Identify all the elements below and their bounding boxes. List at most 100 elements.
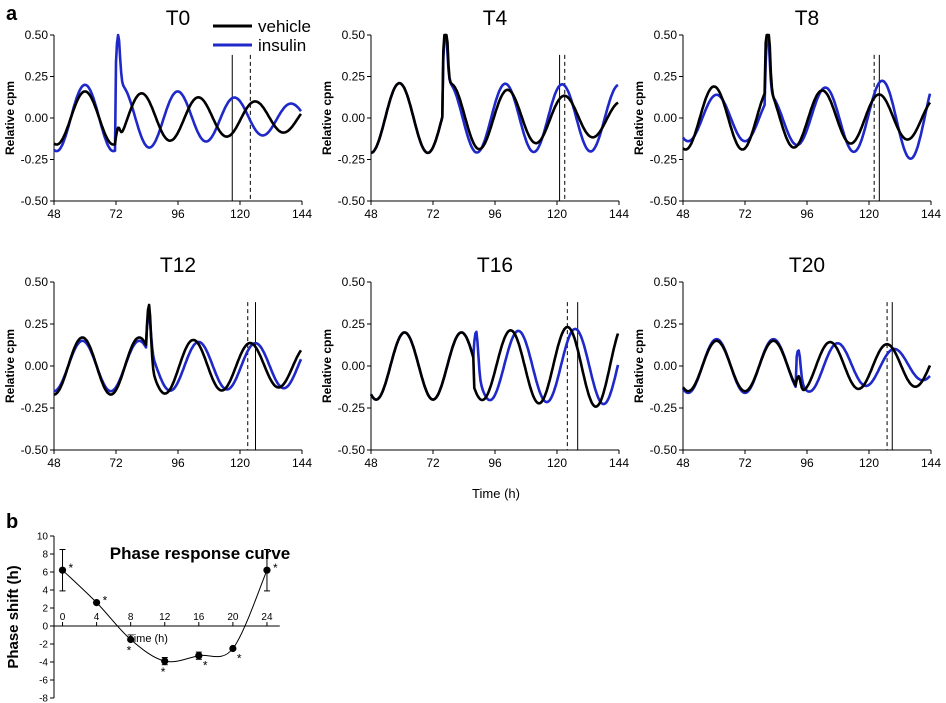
- x-tick-label: 4: [94, 612, 100, 623]
- y-tick-label: 0.00: [654, 359, 678, 373]
- chart-title: T8: [795, 7, 820, 30]
- significance-marker: *: [69, 561, 74, 575]
- x-tick-label: 72: [426, 207, 440, 221]
- y-tick-label: 10: [37, 532, 49, 543]
- x-tick-label: 12: [159, 612, 171, 623]
- x-tick-label: 144: [609, 207, 629, 221]
- chart-title: T4: [483, 7, 508, 30]
- y-axis-label: Relative cpm: [320, 81, 334, 155]
- data-point: [161, 657, 169, 665]
- data-point: [127, 635, 135, 644]
- x-tick-label: 96: [488, 456, 502, 470]
- x-tick-label: 120: [859, 207, 879, 221]
- y-tick-label: -0.25: [338, 401, 366, 415]
- series-line-vehicle: [53, 303, 303, 396]
- panel-label-a: a: [6, 3, 18, 25]
- y-axis-label: Relative cpm: [3, 329, 17, 403]
- chart-title: T12: [160, 254, 196, 277]
- y-tick-label: -0.50: [21, 194, 49, 208]
- shared-x-axis-label: Time (h): [472, 486, 520, 501]
- x-tick-label: 144: [609, 456, 629, 470]
- legend: vehicle insulin: [213, 17, 311, 55]
- x-tick-label: 72: [738, 456, 752, 470]
- series-line-vehicle: [370, 33, 619, 155]
- x-tick-label: 0: [60, 612, 66, 623]
- x-tick-label: 48: [47, 456, 61, 470]
- x-tick-label: 48: [47, 207, 61, 221]
- chart-title: T16: [477, 254, 513, 277]
- y-tick-label: 0.25: [654, 70, 678, 84]
- data-point: [263, 566, 271, 574]
- panel-label-b: b: [6, 511, 18, 533]
- y-tick-label: 0.00: [342, 111, 366, 125]
- y-tick-label: 8: [42, 550, 48, 561]
- x-tick-label: 72: [109, 456, 123, 470]
- chart-title: T20: [789, 254, 825, 277]
- y-axis-label: Phase shift (h): [5, 565, 22, 668]
- y-tick-label: 0.50: [25, 275, 49, 289]
- x-tick-label: 48: [676, 207, 690, 221]
- x-tick-label: 120: [859, 456, 879, 470]
- x-tick-label: 120: [547, 456, 567, 470]
- y-tick-label: -4: [39, 658, 48, 669]
- x-tick-label: 24: [261, 612, 273, 623]
- y-tick-label: -0.25: [21, 401, 49, 415]
- y-tick-label: 0.25: [342, 317, 366, 331]
- legend-insulin-label: insulin: [258, 36, 306, 55]
- y-tick-label: 0.50: [342, 275, 366, 289]
- y-tick-label: -0.25: [338, 153, 366, 167]
- x-tick-label: 72: [738, 207, 752, 221]
- series-line-vehicle: [53, 90, 303, 146]
- x-tick-label: 48: [676, 456, 690, 470]
- x-tick-label: 144: [292, 207, 312, 221]
- y-tick-label: -0.50: [338, 194, 366, 208]
- x-tick-label: 144: [921, 456, 941, 470]
- x-tick-label: 72: [426, 456, 440, 470]
- y-axis-label: Relative cpm: [632, 329, 646, 403]
- significance-marker: *: [127, 644, 132, 658]
- y-tick-label: 0.25: [342, 70, 366, 84]
- significance-marker: *: [203, 659, 208, 673]
- data-point: [92, 599, 101, 607]
- y-tick-label: 0.25: [25, 70, 49, 84]
- x-tick-label: 96: [171, 207, 185, 221]
- y-tick-label: -0.25: [650, 153, 678, 167]
- y-tick-label: 0.00: [654, 111, 678, 125]
- y-tick-label: 0.50: [654, 275, 678, 289]
- y-tick-label: -0.50: [21, 443, 49, 457]
- y-tick-label: 0.00: [25, 111, 49, 125]
- y-tick-label: 0.00: [342, 359, 366, 373]
- x-tick-label: 96: [171, 456, 185, 470]
- y-tick-label: 0.25: [654, 317, 678, 331]
- y-tick-label: -0.25: [21, 153, 49, 167]
- x-tick-label: 120: [230, 456, 250, 470]
- data-point: [58, 566, 67, 574]
- y-tick-label: 0.50: [25, 28, 49, 42]
- x-tick-label: 72: [109, 207, 123, 221]
- y-tick-label: 0.00: [25, 359, 49, 373]
- y-tick-label: 0.50: [654, 28, 678, 42]
- significance-marker: *: [103, 594, 108, 608]
- y-tick-label: -2: [39, 640, 48, 651]
- y-axis-label: Relative cpm: [632, 81, 646, 155]
- x-tick-label: 48: [364, 456, 378, 470]
- y-tick-label: 2: [42, 604, 48, 615]
- x-tick-label: 96: [488, 207, 502, 221]
- x-tick-label: 96: [800, 207, 814, 221]
- series-line-insulin: [681, 33, 932, 160]
- chart-title: T0: [166, 7, 191, 30]
- significance-marker: *: [273, 561, 278, 575]
- y-tick-label: -0.50: [650, 194, 678, 208]
- x-tick-label: 120: [547, 207, 567, 221]
- x-tick-label: 48: [364, 207, 378, 221]
- data-point: [229, 644, 237, 653]
- x-tick-label: 96: [800, 456, 814, 470]
